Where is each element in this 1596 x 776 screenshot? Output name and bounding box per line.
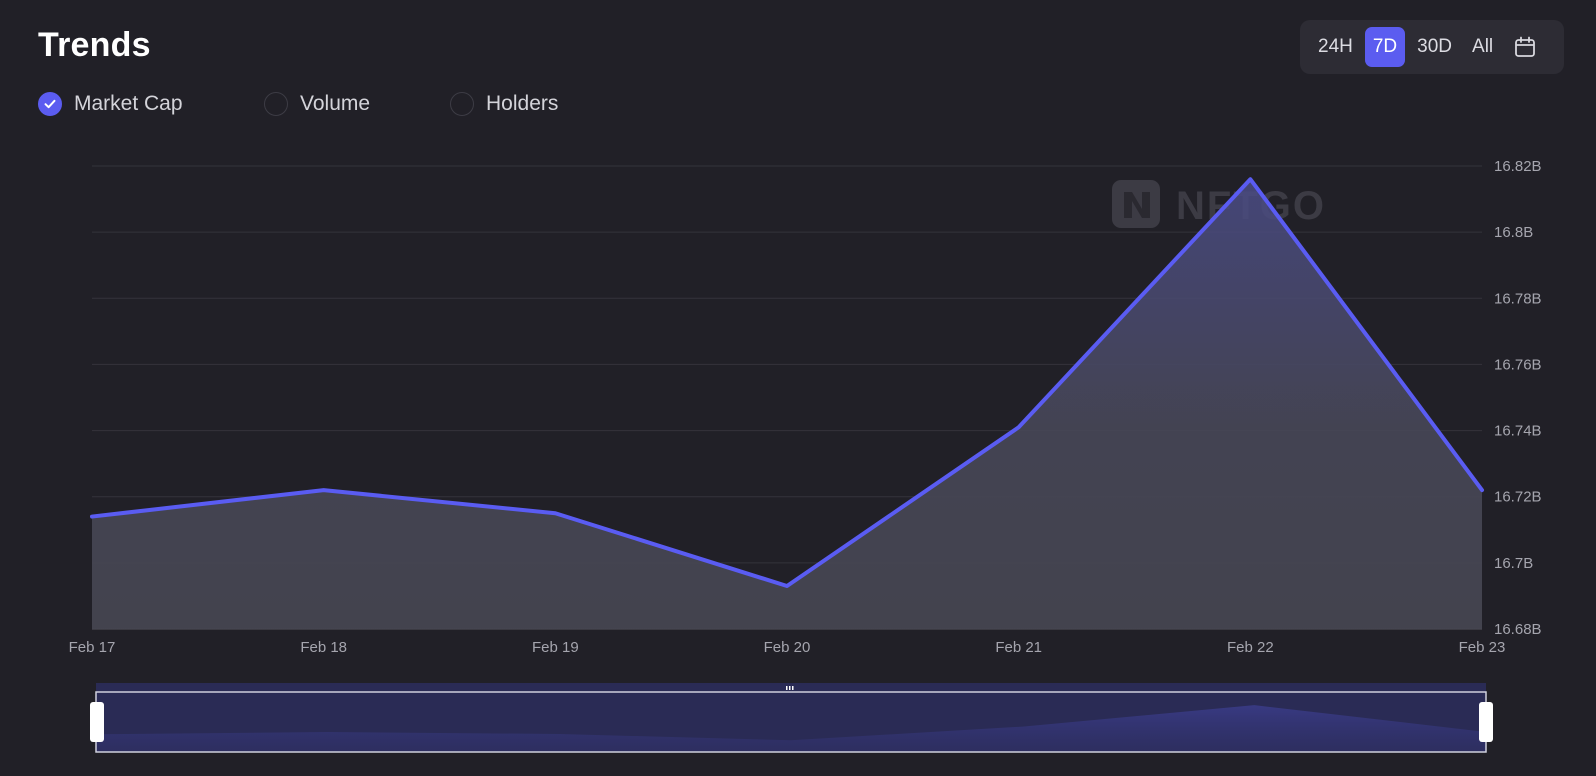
mini-preview: [96, 705, 1486, 752]
mini-preview-area: [96, 705, 1486, 752]
x-tick-label: Feb 19: [532, 639, 579, 656]
range-7d-button[interactable]: 7D: [1364, 27, 1406, 67]
y-tick-label: 16.7B: [1494, 555, 1533, 572]
check-circle-icon: [38, 92, 62, 116]
x-tick-label: Feb 21: [995, 639, 1042, 656]
range-all-button[interactable]: All: [1472, 36, 1494, 57]
y-tick-label: 16.82B: [1494, 158, 1542, 175]
metric-volume[interactable]: Volume: [264, 92, 450, 116]
range-slider-right-handle[interactable]: [1479, 702, 1493, 742]
metric-volume-label: Volume: [300, 92, 371, 115]
page-title: Trends: [38, 26, 151, 64]
x-axis-ticks: Feb 17 Feb 18 Feb 19 Feb 20 Feb 21 Feb 22 Feb …: [69, 639, 1506, 656]
radio-circle-icon: [450, 92, 474, 116]
y-tick-label: 16.72B: [1494, 489, 1542, 506]
metric-market-cap[interactable]: Market Cap: [38, 92, 264, 116]
radio-circle-icon: [264, 92, 288, 116]
calendar-icon[interactable]: [1505, 27, 1545, 67]
range-slider-left-handle[interactable]: [90, 702, 104, 742]
area-layer: [90, 177, 1484, 629]
y-tick-label: 16.8B: [1494, 224, 1533, 241]
y-tick-label: 16.74B: [1494, 423, 1542, 440]
x-tick-label: Feb 23: [1459, 639, 1506, 656]
y-tick-label: 16.76B: [1494, 356, 1542, 373]
market-cap-area: [92, 179, 1482, 629]
range-30d-button[interactable]: 30D: [1417, 36, 1453, 57]
nftgo-logo-glyph: [1124, 192, 1150, 218]
y-tick-label: 16.68B: [1494, 621, 1542, 638]
x-tick-label: Feb 20: [764, 639, 811, 656]
x-tick-label: Feb 22: [1227, 639, 1274, 656]
metric-market-cap-label: Market Cap: [74, 92, 183, 115]
range-slider[interactable]: [90, 683, 1493, 753]
metric-holders-label: Holders: [486, 92, 559, 115]
x-tick-label: Feb 18: [300, 639, 347, 656]
time-range-selector: 24H 7D 30D All: [1300, 20, 1564, 74]
metric-holders[interactable]: Holders: [450, 92, 558, 116]
y-tick-label: 16.78B: [1494, 290, 1542, 307]
y-axis-ticks: 16.82B 16.8B 16.78B 16.76B 16.74B 16.72B 16.7B…: [1494, 158, 1542, 638]
x-tick-label: Feb 17: [69, 639, 116, 656]
range-slider-grip-icon[interactable]: [786, 686, 794, 690]
range-24h-button[interactable]: 24H: [1318, 36, 1353, 57]
metric-selector: Market Cap Volume Holders: [38, 92, 558, 116]
